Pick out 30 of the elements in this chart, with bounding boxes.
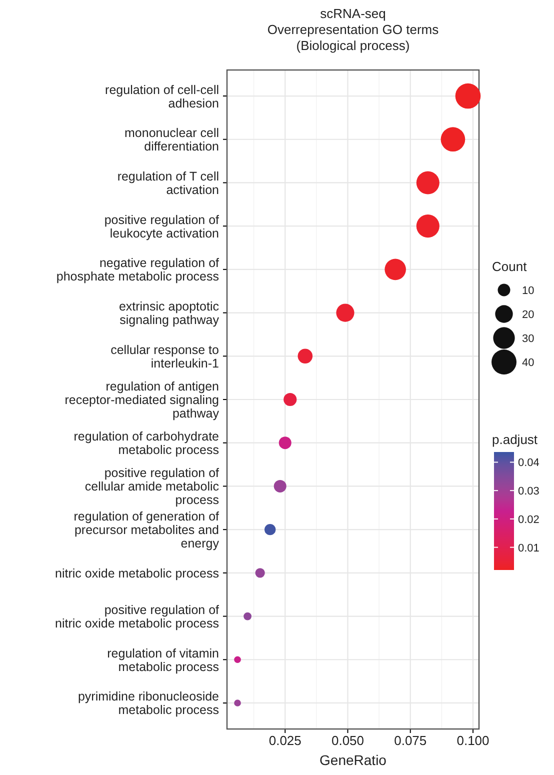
legend-label: 30 — [522, 333, 534, 345]
x-tick-label: 0.100 — [456, 733, 490, 748]
y-tick-label: regulation of T cell activation — [117, 169, 220, 197]
y-tick-label: regulation of cell-cell adhesion — [105, 82, 220, 110]
x-tick-label: 0.050 — [331, 733, 364, 748]
y-tick-label: nitric oxide metabolic process — [55, 566, 219, 580]
x-tick-label: 0.075 — [394, 733, 427, 748]
y-tick-label: cellular response to interleukin-1 — [110, 342, 220, 370]
color-bar-title: p.adjust — [492, 432, 538, 447]
y-tick-label: extrinsic apoptotic signaling pathway — [118, 300, 220, 328]
x-tick-label: 0.025 — [268, 733, 302, 748]
x-axis-title: GeneRatio — [320, 752, 387, 768]
y-tick-label: pyrimidine ribonucleoside metabolic process — [78, 690, 220, 718]
legend-label: 10 — [522, 285, 534, 297]
y-tick-label: negative regulation of phosphate metabolic process — [56, 256, 220, 284]
y-tick-label: mononuclear cell differentiation — [124, 126, 220, 154]
legend-label: 40 — [522, 357, 534, 369]
legend-label: 20 — [522, 309, 534, 321]
y-tick-label: positive regulation of nitric oxide metabolic process — [55, 603, 220, 631]
legend-title: Count — [492, 259, 528, 274]
y-tick-label: regulation of generation of precursor metabolites and energy — [74, 510, 220, 551]
chart-title: scRNA-seq Overrepresentation GO terms (Biological process) — [267, 6, 440, 53]
color-bar-label: 0.03 — [518, 486, 540, 498]
y-tick-label: regulation of carbohydrate metabolic process — [74, 430, 220, 458]
y-tick-label: regulation of antigen receptor-mediated signaling pathway — [64, 380, 220, 420]
color-bar-label: 0.04 — [518, 457, 540, 470]
color-bar-label: 0.01 — [518, 542, 540, 554]
color-bar-label: 0.02 — [518, 514, 540, 526]
y-tick-label: regulation of vitamin metabolic process — [107, 646, 220, 674]
y-tick-label: positive regulation of leukocyte activation — [104, 212, 220, 240]
